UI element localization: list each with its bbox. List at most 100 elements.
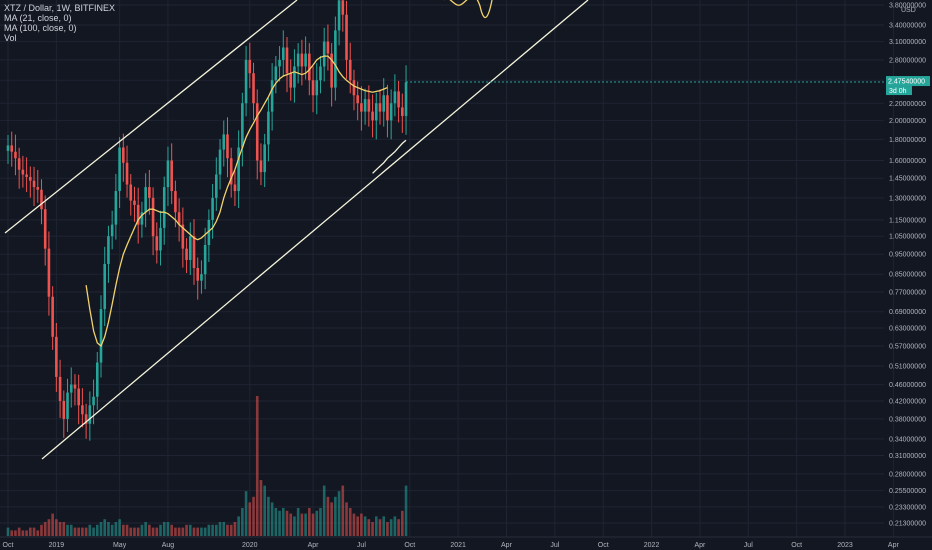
price-tick-label: 1.30000000 [889,195,926,202]
price-tick-label: 2.20000000 [889,101,926,108]
volume-bar [122,524,125,536]
legend-vol[interactable]: Vol [4,33,17,43]
candle-body [58,376,62,401]
volume-bar [148,524,151,536]
volume-bar [389,519,393,536]
volume-bar [162,522,166,536]
candle-body [151,197,155,237]
candle-body [118,147,121,192]
candle-body [348,59,352,81]
volume-bar [181,527,185,536]
candle-body [300,53,304,67]
volume-bar [159,524,162,536]
time-tick-label: Oct [791,542,802,549]
candle-body [55,336,58,377]
candle-body [62,400,66,419]
candle-body [114,191,118,225]
volume-bar [267,496,270,536]
candle-body [29,176,32,181]
candle-body [174,191,177,213]
candle-body [136,204,140,225]
time-axis[interactable]: Oct 2019 May Aug 2020 Apr Jul Oct 2021 Apr Jul Oct 2… [0,536,932,549]
volume-bar [43,522,47,536]
candle-body [200,274,203,281]
candle-body [170,160,173,192]
price-tick-label: 0.46000000 [889,382,926,389]
price-tick-label: 0.42000000 [889,398,926,405]
volume-bar [188,524,192,536]
volume-bar [144,522,147,536]
ma100-line [372,139,407,174]
legend-ma21[interactable]: MA (21, close, 0) [4,13,72,23]
legend-symbol[interactable]: XTZ / Dollar, 1W, BITFINEX [4,3,116,13]
chart-legend: XTZ / Dollar, 1W, BITFINEX MA (21, close… [4,3,115,43]
candle-body [341,0,345,15]
candle-body [185,248,188,260]
candle-body [319,66,322,81]
candle-body [397,91,400,108]
volume-bar [285,510,289,536]
volume-bar [371,522,374,536]
volume-bar [29,527,32,536]
candle-body [181,224,185,249]
candle-body [326,41,330,54]
candle-body [311,80,315,96]
volume-bar [263,485,266,536]
candle-body [88,405,92,424]
candle-body [196,267,200,281]
price-tick-label: 0.51000000 [889,364,926,371]
candle-body [226,134,229,159]
volume-bar [36,530,40,536]
volume-bar [255,396,259,536]
volume-bar [84,527,88,536]
candle-body [166,160,170,188]
candle-body [222,134,226,150]
time-tick-label: 2019 [49,542,65,549]
price-tick-label: 1.05000000 [889,234,926,241]
candle-body [25,174,28,177]
candle-body [66,392,69,419]
volume-bar [211,524,214,536]
volume-bar [226,524,229,536]
projection-curve [444,0,493,18]
volume-bar [10,530,14,536]
price-tick-label: 0.95000000 [889,252,926,259]
candle-body [129,184,133,201]
volume-bar [337,491,341,536]
volume-bar [192,527,196,536]
price-tick-label: 0.28000000 [889,471,926,478]
price-tick-label: 0.85000000 [889,272,926,279]
volume-bar [404,485,408,536]
candle-body [374,103,378,121]
volume-bar [40,524,43,536]
volume-bar [229,524,233,536]
candle-body [401,107,404,116]
volume-bar [259,480,263,536]
volume-bar [397,519,400,536]
candle-body [274,66,278,81]
price-tick-label: 0.25500000 [889,488,926,495]
candle-body [110,224,114,237]
candle-body [315,80,319,96]
volume-bar [177,527,181,536]
volume-bar [296,508,300,536]
price-tick-label: 0.38000000 [889,416,926,423]
price-tick-label: 3.80000000 [889,3,926,10]
candle-body [207,219,211,245]
volume-bar [382,516,386,536]
volume-bar [341,485,345,536]
volume-bar [393,516,397,536]
volume-bar [69,524,73,536]
volume-bar [92,527,95,536]
volume-bar [88,524,92,536]
legend-ma100[interactable]: MA (100, close, 0) [4,23,77,33]
volume-bar [140,524,144,536]
candle-body [322,41,326,67]
candle-body [404,82,408,116]
volume-bar [326,496,330,536]
volume-bar [58,522,62,536]
candle-body [296,53,300,67]
candle-body [51,296,54,337]
volume-bar [207,524,211,536]
